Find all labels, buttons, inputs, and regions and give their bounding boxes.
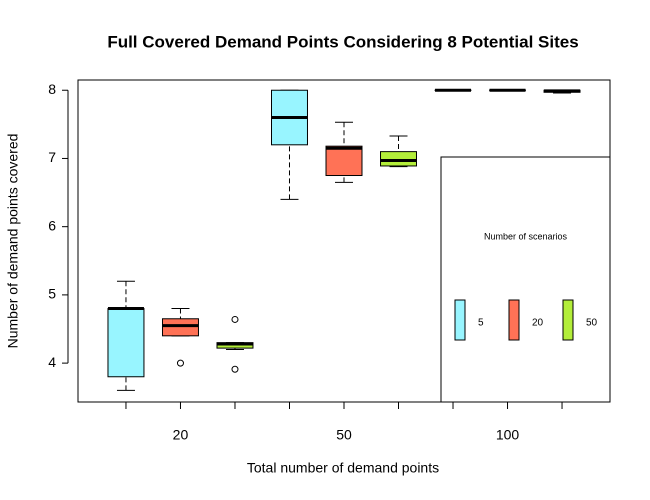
box — [161, 318, 199, 337]
y-axis-label: Number of demand points covered — [5, 134, 21, 349]
box — [325, 145, 363, 177]
outlier — [231, 365, 239, 373]
y-tick-label: 7 — [48, 149, 56, 165]
outlier — [176, 359, 184, 367]
x-tick-label: 100 — [496, 427, 520, 443]
legend-swatch — [562, 299, 574, 341]
x-axis-label: Total number of demand points — [247, 460, 439, 476]
chart-title: Full Covered Demand Points Considering 8… — [107, 32, 578, 51]
legend-frame — [440, 156, 611, 403]
legend-swatch — [454, 299, 466, 341]
legend-title: Number of scenarios — [484, 231, 568, 241]
y-tick-label: 5 — [48, 286, 56, 302]
legend-label: 20 — [532, 318, 544, 329]
legend-swatch — [508, 299, 520, 341]
outlier — [231, 315, 239, 323]
y-tick-label: 8 — [48, 81, 56, 97]
legend-label: 50 — [586, 318, 598, 329]
y-tick-label: 6 — [48, 217, 56, 233]
x-tick-label: 50 — [336, 427, 352, 443]
y-tick-label: 4 — [48, 354, 56, 370]
box — [107, 308, 145, 378]
legend-label: 5 — [478, 318, 484, 329]
box — [380, 151, 417, 167]
x-tick-label: 20 — [173, 427, 189, 443]
